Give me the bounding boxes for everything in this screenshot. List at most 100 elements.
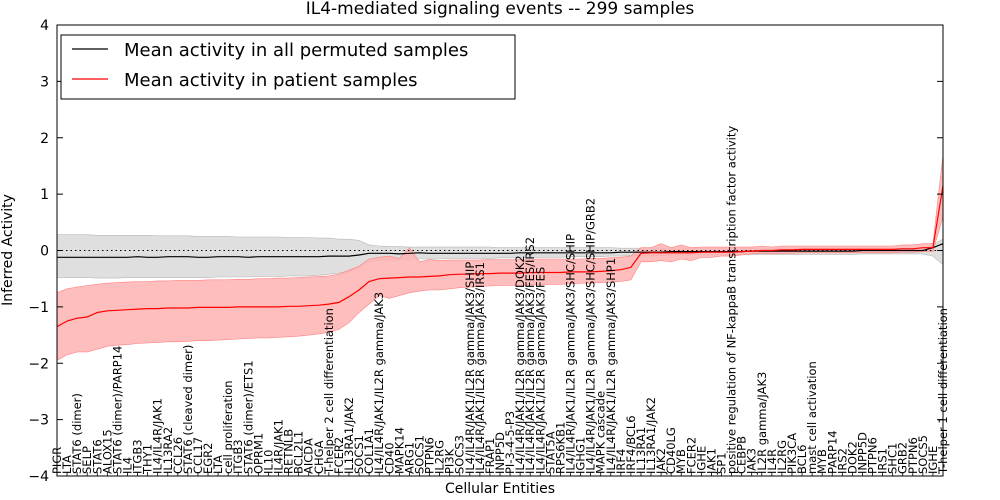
x-tick-label: PI3K	[443, 448, 457, 474]
x-tick-label: T-helper 1 cell differentiation	[936, 308, 950, 475]
x-tick-label: IL4/IL4R/JAK1/IL2R gamma/JAK3/SHP1	[604, 258, 618, 474]
x-tick-label: PTPN6	[866, 437, 880, 474]
series-line-1	[56, 185, 944, 328]
x-tick-label: STAT6 (dimer)/ETS1	[241, 360, 255, 474]
x-tick-label: JAK1	[704, 448, 718, 475]
y-tick-label: −2	[28, 356, 49, 372]
x-tick-label: SELP	[80, 446, 94, 474]
x-tick-label: IL4/IL4R/JAK1/IL2R gamma/JAK3/IRS1	[473, 262, 487, 474]
x-tick-label: PARP14	[825, 430, 839, 474]
x-tick-label: LTA	[60, 455, 74, 474]
x-tick-label: SHC1	[886, 443, 900, 474]
x-tick-label: CD40LG	[664, 427, 678, 474]
x-tick-label: IL4/IL4R/JAK1/IL2R gamma/JAK3/SHC/SHIP/G…	[584, 198, 598, 474]
x-tick-label: SOCS3	[453, 435, 467, 474]
x-tick-label: DOK2	[845, 441, 859, 474]
x-tick-label: IL4R/JAK1	[272, 419, 286, 474]
x-tick-label: FRAP1	[483, 438, 497, 474]
x-tick-label: PI-3-4-5-P3	[503, 411, 517, 474]
x-tick-label: ALOX15	[100, 429, 114, 474]
x-tick-label: IL2R gamma/JAK3	[755, 372, 769, 474]
legend: Mean activity in all permuted samples Me…	[60, 34, 516, 100]
x-tick-label: CCL26	[171, 437, 185, 474]
x-tick-label: IL10	[261, 450, 275, 474]
y-tick-label: 1	[40, 187, 49, 203]
y-axis-ticks: −4 −3 −2 −1 0 1 2 3 4	[28, 18, 943, 485]
x-tick-label: IL4R	[765, 449, 779, 474]
chart-title: IL4-mediated signaling events -- 299 sam…	[306, 0, 695, 19]
x-tick-label: STAT5A	[543, 431, 557, 474]
x-tick-label: INPP5D	[856, 432, 870, 474]
x-tick-label: PTPN6	[423, 437, 437, 474]
x-tick-label: IL4/IL4R/JAK1/IL2R gamma/JAK3/DOK2	[513, 255, 527, 474]
x-tick-label: cell proliferation	[221, 380, 235, 474]
x-tick-label: IGHE	[926, 446, 940, 474]
x-tick-label: STAT6 (dimer)	[70, 393, 84, 474]
x-tick-label: IRF4	[614, 449, 628, 474]
x-tick-label: IL4/IL4R/JAK1/IL2R gamma/JAK3/SHIP	[463, 262, 477, 474]
x-tick-label: IL13RA1/JAK2	[342, 397, 356, 474]
y-tick-label: −4	[28, 469, 49, 485]
x-tick-label: PTPN6	[906, 437, 920, 474]
x-tick-label: STAT6 (cleaved dimer)	[181, 345, 195, 474]
legend-box	[60, 34, 516, 100]
x-tick-label: IRS2	[835, 448, 849, 474]
x-tick-label: SOCS1	[352, 435, 366, 474]
x-tick-label: ARG1	[402, 442, 416, 474]
x-tick-label: IL13RA2	[161, 427, 175, 474]
x-tick-label: FCER2	[332, 437, 346, 474]
x-tick-label: CCL17	[191, 437, 205, 474]
x-tick-label: MAPK cascade	[594, 391, 608, 474]
x-tick-label: GRB2	[896, 442, 910, 474]
x-tick-label: IL13RA1/JAK2	[644, 397, 658, 474]
x-tick-label: CHGA	[312, 440, 326, 474]
x-tick-label: SOCS1	[413, 435, 427, 474]
x-tick-label: BCL6	[795, 445, 809, 474]
x-tick-label: SOCS5	[916, 435, 930, 474]
x-tick-label: mast cell activation	[805, 361, 819, 474]
x-tick-label: IL4/IL4R/JAK1/IL2R gamma/JAK3/FES/IRS2	[523, 237, 537, 474]
x-tick-label: COL1A1	[362, 428, 376, 474]
x-tick-label: T-helper 2 cell differentiation	[322, 308, 336, 475]
x-tick-label: JAK2	[654, 448, 668, 475]
x-tick-label: BCL2L1	[292, 431, 306, 474]
y-tick-label: 2	[40, 131, 49, 147]
x-tick-label: PIGR	[50, 447, 64, 474]
x-tick-label: RPS6KB1	[553, 422, 567, 474]
y-tick-label: 0	[40, 244, 49, 260]
y-tick-label: 3	[40, 74, 49, 90]
x-tick-label: IL4/IL4R/JAK1	[151, 398, 165, 474]
x-tick-label: FCER2	[684, 437, 698, 474]
x-tick-label: OPRM1	[251, 433, 265, 474]
x-tick-label: MYB	[674, 449, 688, 474]
x-tick-label: STAT6	[90, 439, 104, 474]
x-tick-label: CD40	[382, 442, 396, 474]
x-tick-label: positive regulation of NF-kappaB transcr…	[725, 126, 739, 474]
x-tick-label: IGHG1	[574, 437, 588, 474]
x-tick-label: RETNLB	[282, 429, 296, 474]
y-tick-label: −3	[28, 413, 49, 429]
x-tick-label: IGHE	[694, 446, 708, 474]
x-tick-label: IRF4/BCL6	[624, 415, 638, 474]
x-tick-label: INPP5D	[493, 432, 507, 474]
x-tick-label: IRS1	[876, 448, 890, 474]
x-tick-label: IL2RG	[775, 440, 789, 474]
x-tick-label: ITGB3	[131, 439, 145, 474]
x-tick-label: IL13RA1	[634, 427, 648, 474]
y-tick-label: −1	[28, 300, 49, 316]
x-tick-label: EGR2	[201, 443, 215, 475]
x-tick-label: MAPK14	[392, 427, 406, 474]
legend-label-patient: Mean activity in patient samples	[124, 70, 418, 91]
x-tick-label: SP1	[715, 452, 729, 474]
y-axis-label: Inferred Activity	[0, 194, 16, 306]
x-tick-label: ITGB3	[231, 439, 245, 474]
x-tick-label: IL4/IL4R/JAK1/IL2R gamma/JAK3/SHC/SHIP	[564, 234, 578, 474]
x-tick-label: IL4/IL4R/JAK1/IL2R gamma/JAK3/FES	[533, 267, 547, 474]
series-line-0	[57, 243, 944, 258]
x-tick-label: AICDA	[302, 438, 316, 474]
y-tick-label: 4	[40, 18, 49, 34]
x-tick-label: MYB	[815, 449, 829, 474]
x-tick-label: PIK3CA	[785, 433, 799, 474]
x-axis-label: Cellular Entities	[445, 481, 555, 497]
